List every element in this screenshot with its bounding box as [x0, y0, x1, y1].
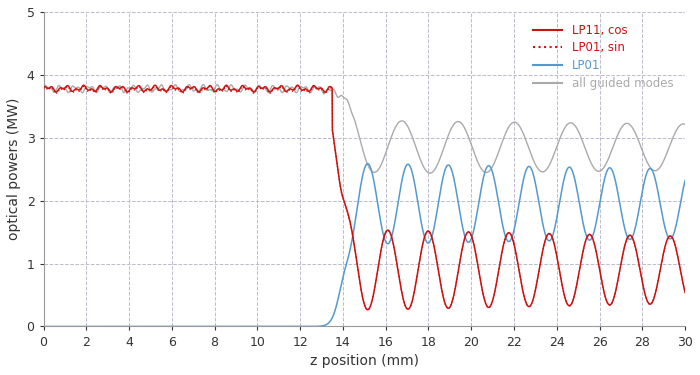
X-axis label: z position (mm): z position (mm) — [310, 354, 419, 368]
Legend: LP11, cos, LP01, sin, LP01, all guided modes: LP11, cos, LP01, sin, LP01, all guided m… — [527, 18, 679, 96]
Y-axis label: optical powers (MW): optical powers (MW) — [7, 98, 21, 240]
